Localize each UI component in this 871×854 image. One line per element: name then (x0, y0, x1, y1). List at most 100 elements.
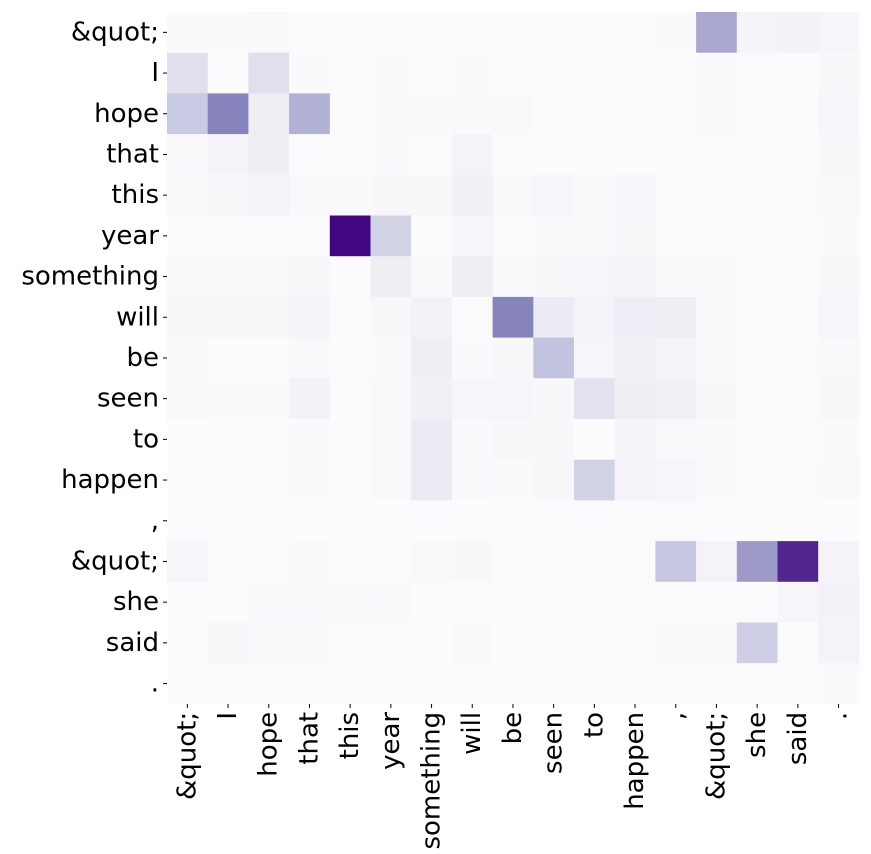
heatmap-cell (533, 93, 575, 135)
heatmap-cell (370, 256, 412, 298)
heatmap-cell (818, 419, 860, 461)
heatmap-cell (492, 174, 534, 217)
heatmap-cell (574, 663, 616, 705)
x-tick-label: &quot; (701, 712, 731, 800)
heatmap-cell (370, 93, 412, 135)
heatmap-cell (614, 256, 656, 298)
heatmap-cell (207, 134, 249, 176)
heatmap-cell (696, 93, 738, 135)
heatmap-cell (696, 419, 738, 461)
y-tick-label: that (106, 139, 159, 169)
heatmap-cell (370, 459, 412, 501)
heatmap-cell (289, 12, 331, 54)
heatmap-cell (736, 419, 779, 461)
heatmap-cell (574, 256, 616, 298)
heatmap-cell (289, 93, 331, 135)
heatmap-cell (574, 215, 616, 257)
heatmap-cell (736, 622, 779, 664)
heatmap-cell (167, 459, 209, 501)
heatmap-cell (248, 541, 290, 583)
heatmap-cell (370, 12, 412, 54)
heatmap-cell (370, 215, 412, 257)
heatmap-cell (614, 93, 656, 135)
heatmap-cell (533, 215, 575, 257)
heatmap-cell (411, 500, 453, 542)
heatmap-cell (411, 134, 453, 176)
heatmap-cell (533, 541, 575, 583)
heatmap-cell (289, 134, 331, 176)
heatmap-cell (574, 378, 616, 420)
heatmap-cell (614, 500, 656, 542)
heatmap-cell (736, 215, 779, 257)
heatmap-cell (696, 663, 738, 705)
heatmap-cell (248, 174, 290, 217)
x-tick-label: be (498, 712, 528, 745)
heatmap-cell (167, 215, 209, 257)
y-tick-label: she (113, 587, 159, 617)
heatmap-cell (370, 174, 412, 217)
heatmap-cell (574, 93, 616, 135)
heatmap-cell (614, 459, 656, 501)
heatmap-cell (574, 337, 616, 379)
y-tick-label: &quot; (71, 546, 159, 576)
x-tick-label: this (335, 712, 365, 759)
heatmap-cell (574, 52, 616, 94)
heatmap-cell (696, 52, 738, 94)
heatmap-cell (289, 419, 331, 461)
heatmap-cell (736, 500, 779, 542)
x-tick-label: will (457, 712, 487, 755)
heatmap-cell (329, 622, 372, 664)
heatmap-cell (614, 215, 656, 257)
heatmap-cell (655, 541, 697, 583)
heatmap-cell (207, 581, 249, 624)
heatmap-cells (167, 12, 860, 705)
heatmap-cell (329, 581, 372, 624)
heatmap-cell (289, 459, 331, 501)
heatmap-cell (207, 419, 249, 461)
heatmap-cell (777, 500, 819, 542)
heatmap-cell (329, 93, 372, 135)
heatmap-cell (574, 134, 616, 176)
heatmap-cell (370, 337, 412, 379)
y-tick-label: be (127, 343, 160, 373)
heatmap-cell (329, 500, 372, 542)
heatmap-cell (370, 622, 412, 664)
heatmap-cell (574, 459, 616, 501)
heatmap-cell (167, 93, 209, 135)
heatmap-cell (818, 93, 860, 135)
heatmap-cell (777, 134, 819, 176)
heatmap-cell (818, 256, 860, 298)
heatmap-cell (533, 12, 575, 54)
heatmap-cell (574, 419, 616, 461)
heatmap-cell (818, 337, 860, 379)
heatmap-cell (492, 622, 534, 664)
heatmap-cell (655, 622, 697, 664)
heatmap-cell (451, 419, 494, 461)
heatmap-cell (411, 12, 453, 54)
heatmap-cell (207, 500, 249, 542)
heatmap-cell (248, 378, 290, 420)
heatmap-cell (533, 581, 575, 624)
heatmap-cell (167, 663, 209, 705)
heatmap-cell (818, 581, 860, 624)
heatmap-cell (411, 215, 453, 257)
heatmap-cell (492, 296, 534, 339)
heatmap-cell (289, 581, 331, 624)
heatmap-cell (614, 378, 656, 420)
heatmap-cell (207, 622, 249, 664)
heatmap-cell (533, 52, 575, 94)
heatmap-cell (329, 459, 372, 501)
heatmap-cell (777, 174, 819, 217)
heatmap-cell (818, 12, 860, 54)
heatmap-cell (329, 541, 372, 583)
heatmap-cell (451, 581, 494, 624)
heatmap-cell (655, 500, 697, 542)
heatmap-cell (329, 52, 372, 94)
heatmap-cell (696, 378, 738, 420)
heatmap-cell (533, 174, 575, 217)
heatmap-cell (492, 663, 534, 705)
heatmap-cell (167, 500, 209, 542)
heatmap-cell (289, 174, 331, 217)
y-tick-label: . (151, 669, 159, 699)
